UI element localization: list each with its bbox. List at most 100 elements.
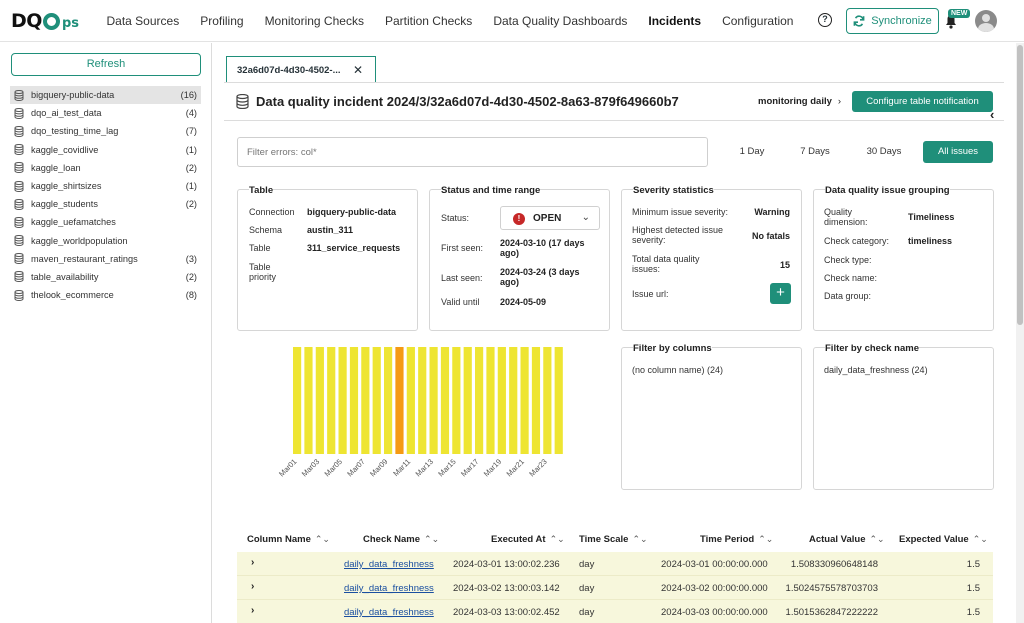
- chart-bar-mar09[interactable]: [384, 347, 393, 454]
- table-card-title: Table: [249, 185, 274, 196]
- chart-tick-label: Mar19: [482, 457, 503, 478]
- table-card: Table Connection bigquery-public-data Sc…: [237, 185, 418, 331]
- range-all-issues-button[interactable]: All issues: [923, 141, 993, 163]
- chart-bar-mar15[interactable]: [452, 347, 461, 454]
- chart-bar-mar08[interactable]: [372, 347, 381, 454]
- header-label: Time Scale: [579, 534, 629, 545]
- chart-bar-mar22[interactable]: [531, 347, 541, 454]
- nav-incidents[interactable]: Incidents: [648, 14, 702, 28]
- sidebar-item-connection[interactable]: dqo_ai_test_data (4): [10, 104, 201, 122]
- refresh-button[interactable]: Refresh: [11, 53, 201, 76]
- expand-row-icon[interactable]: ›: [251, 557, 255, 568]
- chart-bar-mar24[interactable]: [554, 347, 563, 454]
- chart-bar-mar13[interactable]: [429, 347, 438, 454]
- sidebar-item-connection[interactable]: kaggle_shirtsizes (1): [10, 177, 201, 195]
- range-30-days-button[interactable]: 30 Days: [866, 146, 902, 157]
- status-select[interactable]: ! OPEN ⌄: [500, 206, 600, 230]
- chart-bar-mar14[interactable]: [440, 347, 450, 454]
- connection-issue-count: (2): [185, 162, 197, 173]
- chart-tick-label: Mar15: [436, 457, 457, 478]
- header-executed-at[interactable]: Executed At ⌃⌄: [491, 534, 565, 545]
- nav-configuration[interactable]: Configuration: [722, 14, 794, 28]
- grouping-card-title: Data quality issue grouping: [825, 185, 950, 196]
- check-name-link[interactable]: daily_data_freshness: [344, 607, 434, 618]
- check-name-link[interactable]: daily_data_freshness: [344, 559, 434, 570]
- chart-bar-mar07[interactable]: [361, 347, 370, 454]
- chart-bar-mar19[interactable]: [497, 347, 506, 454]
- chart-bar-mar03[interactable]: [315, 347, 324, 454]
- user-avatar-icon[interactable]: [975, 10, 997, 32]
- filter-errors-input[interactable]: [237, 137, 708, 167]
- sidebar-item-connection[interactable]: kaggle_covidlive (1): [10, 141, 201, 159]
- nav-partition-checks[interactable]: Partition Checks: [384, 14, 473, 28]
- sidebar-item-connection[interactable]: table_availability (2): [10, 268, 201, 286]
- scrollbar-thumb[interactable]: [1017, 45, 1023, 325]
- chart-bar-mar10[interactable]: [395, 347, 404, 454]
- header-expected-value[interactable]: Expected Value ⌃⌄: [899, 534, 988, 545]
- chart-bar-mar18[interactable]: [486, 347, 495, 454]
- chart-bar-mar16[interactable]: [463, 347, 472, 454]
- sidebar-item-connection[interactable]: kaggle_loan (2): [10, 159, 201, 177]
- page-scrollbar[interactable]: [1016, 43, 1024, 623]
- actual-value-cell: 1.5024575578703703: [785, 583, 878, 594]
- sidebar-item-connection[interactable]: dqo_testing_time_lag (7): [10, 122, 201, 140]
- chart-bar-mar20[interactable]: [509, 347, 518, 454]
- chart-bar-mar06[interactable]: [349, 347, 359, 454]
- synchronize-button[interactable]: Synchronize: [846, 8, 939, 34]
- configure-notification-button[interactable]: Configure table notification: [852, 91, 993, 112]
- chart-bar-mar17[interactable]: [475, 347, 484, 454]
- header-check-name[interactable]: Check Name ⌃⌄: [363, 534, 439, 545]
- range-7-days-button[interactable]: 7 Days: [800, 146, 830, 157]
- table-row[interactable]: › daily_data_freshness 2024-03-03 13:00:02…: [237, 600, 993, 623]
- table-row[interactable]: › daily_data_freshness 2024-03-02 13:00:03…: [237, 576, 993, 600]
- expand-row-icon[interactable]: ›: [251, 581, 255, 592]
- sidebar-item-connection[interactable]: thelook_ecommerce (8): [10, 286, 201, 304]
- sidebar-item-connection[interactable]: kaggle_uefamatches: [10, 213, 201, 231]
- add-url-button[interactable]: +: [770, 283, 791, 304]
- header-time-period[interactable]: Time Period ⌃⌄: [700, 534, 773, 545]
- header-label: Check Name: [363, 534, 421, 545]
- column-filter-entry[interactable]: (no column name) (24): [632, 365, 724, 375]
- close-icon[interactable]: ✕: [352, 63, 363, 77]
- dqops-logo[interactable]: DQ ps: [11, 10, 79, 32]
- chart-bar-mar11[interactable]: [406, 347, 415, 454]
- expected-value-cell: 1.5: [966, 559, 980, 570]
- nav-data-sources[interactable]: Data Sources: [106, 14, 180, 28]
- sort-icon: ⌃⌄: [869, 534, 885, 544]
- actual-value-cell: 1.5015362847222222: [785, 607, 878, 618]
- sidebar-item-connection[interactable]: kaggle_students (2): [10, 195, 201, 213]
- grouping-card: Data quality issue grouping Quality dime…: [813, 185, 994, 331]
- collapse-chevron-icon[interactable]: ‹: [990, 107, 995, 122]
- first-seen-label: First seen:: [441, 243, 484, 253]
- chart-bar-mar23[interactable]: [543, 347, 552, 454]
- sidebar-item-connection[interactable]: kaggle_worldpopulation: [10, 232, 201, 250]
- chart-bar-mar21[interactable]: [520, 347, 529, 454]
- breadcrumb-label: monitoring daily: [758, 96, 832, 107]
- database-icon: [14, 107, 24, 119]
- help-icon[interactable]: ?: [818, 13, 832, 27]
- nav-profiling[interactable]: Profiling: [200, 14, 244, 28]
- sidebar-item-connection[interactable]: maven_restaurant_ratings (3): [10, 250, 201, 268]
- sidebar-item-connection[interactable]: bigquery-public-data (16): [10, 86, 201, 105]
- database-icon: [14, 253, 24, 265]
- header-time-scale[interactable]: Time Scale ⌃⌄: [579, 534, 648, 545]
- check-name-link[interactable]: daily_data_freshness: [344, 583, 434, 594]
- chart-bar-mar01[interactable]: [293, 347, 302, 454]
- connection-name: table_availability: [31, 271, 99, 282]
- first-seen-value: 2024-03-10 (17 days ago): [500, 238, 585, 258]
- check-filter-entry[interactable]: daily_data_freshness (24): [824, 365, 928, 375]
- nav-data-quality-dashboards[interactable]: Data Quality Dashboards: [493, 14, 628, 28]
- chart-bar-mar04[interactable]: [327, 347, 336, 454]
- chart-bar-mar02[interactable]: [304, 347, 313, 454]
- header-actual-value[interactable]: Actual Value ⌃⌄: [809, 534, 885, 545]
- table-row[interactable]: › daily_data_freshness 2024-03-01 13:00:02…: [237, 552, 993, 576]
- chart-bar-mar05[interactable]: [338, 347, 347, 454]
- header-column-name[interactable]: Column Name ⌃⌄: [247, 534, 330, 545]
- chart-bar-mar12[interactable]: [418, 347, 427, 454]
- nav-monitoring-checks[interactable]: Monitoring Checks: [264, 14, 364, 28]
- breadcrumb[interactable]: monitoring daily ›: [758, 96, 841, 107]
- expand-row-icon[interactable]: ›: [251, 605, 255, 616]
- check-type-label: Check type:: [824, 255, 872, 265]
- tab-incident[interactable]: 32a6d07d-4d30-4502-... ✕: [226, 56, 376, 83]
- range-1-day-button[interactable]: 1 Day: [739, 146, 765, 157]
